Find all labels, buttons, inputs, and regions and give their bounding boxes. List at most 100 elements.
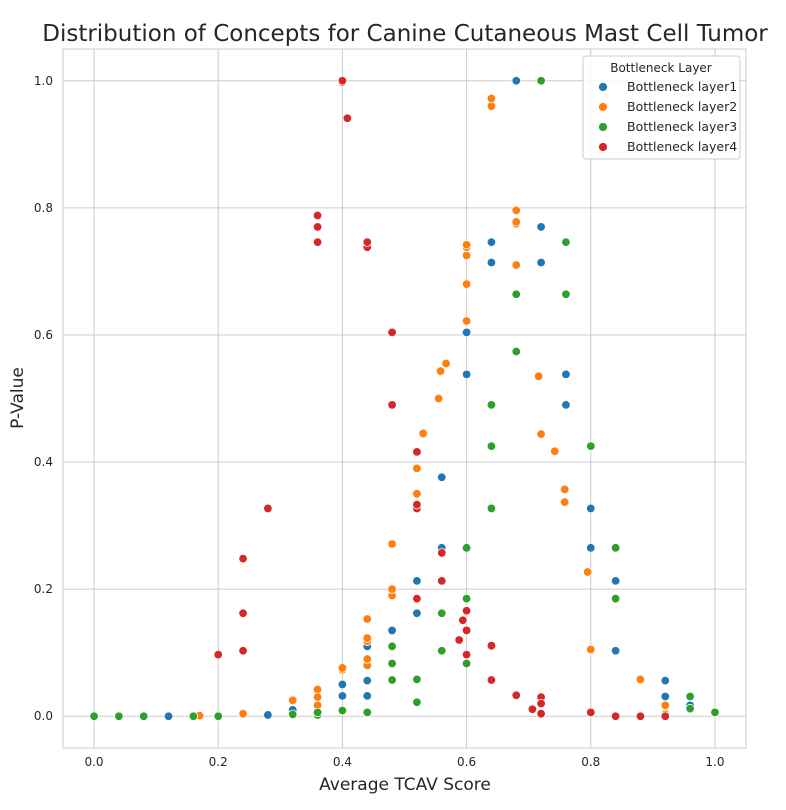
data-point bbox=[461, 327, 472, 338]
legend-entry: Bottleneck layer3 bbox=[627, 119, 737, 134]
x-axis-label: Average TCAV Score bbox=[319, 775, 491, 795]
data-point bbox=[486, 400, 497, 410]
series-4 bbox=[213, 76, 670, 721]
data-point bbox=[461, 316, 472, 326]
y-tick-labels: 0.0 0.2 0.4 0.6 0.8 1.0 bbox=[34, 74, 53, 723]
data-point bbox=[486, 257, 497, 268]
data-point bbox=[685, 691, 695, 702]
data-point bbox=[337, 679, 348, 690]
data-point bbox=[412, 608, 422, 618]
data-point bbox=[710, 707, 720, 718]
data-point bbox=[586, 503, 596, 514]
data-point bbox=[337, 663, 348, 673]
data-point bbox=[586, 644, 596, 655]
data-point bbox=[362, 707, 372, 718]
data-point bbox=[511, 346, 521, 357]
data-point bbox=[312, 707, 323, 718]
data-point bbox=[511, 260, 521, 270]
data-point bbox=[412, 593, 422, 604]
data-point bbox=[437, 548, 447, 558]
data-point bbox=[660, 675, 670, 686]
data-point bbox=[139, 711, 149, 721]
legend-title: Bottleneck Layer bbox=[610, 61, 712, 75]
data-point bbox=[387, 658, 397, 669]
data-point bbox=[188, 711, 199, 721]
legend-entry: Bottleneck layer2 bbox=[627, 99, 737, 114]
x-tick-label: 1.0 bbox=[705, 755, 724, 769]
data-point bbox=[458, 615, 468, 625]
data-point bbox=[511, 289, 521, 299]
data-point bbox=[342, 113, 353, 123]
data-point bbox=[412, 576, 422, 586]
data-point bbox=[486, 93, 497, 104]
y-tick-label: 0.4 bbox=[34, 455, 53, 469]
data-point bbox=[635, 711, 646, 721]
series-2 bbox=[194, 93, 670, 721]
data-point bbox=[461, 543, 472, 553]
data-point bbox=[536, 698, 546, 709]
data-point bbox=[312, 210, 323, 221]
data-point bbox=[362, 614, 372, 624]
data-point bbox=[536, 76, 546, 86]
data-point bbox=[362, 675, 372, 686]
data-point bbox=[461, 369, 472, 380]
legend-marker bbox=[598, 122, 608, 132]
data-point bbox=[312, 237, 323, 247]
data-point bbox=[412, 489, 422, 499]
data-point bbox=[437, 576, 447, 586]
data-point bbox=[610, 593, 621, 604]
legend-marker bbox=[598, 102, 608, 112]
data-point bbox=[238, 608, 248, 618]
plot-frame bbox=[62, 48, 747, 749]
data-point bbox=[536, 429, 546, 439]
data-point bbox=[238, 646, 248, 656]
data-point bbox=[536, 708, 546, 719]
data-point bbox=[387, 327, 397, 338]
data-point bbox=[511, 76, 521, 86]
data-point bbox=[582, 567, 593, 577]
data-point bbox=[559, 497, 570, 507]
data-point bbox=[561, 237, 571, 247]
y-tick-label: 0.8 bbox=[34, 201, 53, 215]
x-tick-label: 0.8 bbox=[581, 755, 600, 769]
data-point bbox=[561, 289, 571, 299]
data-point bbox=[437, 472, 447, 482]
legend-marker bbox=[598, 142, 608, 152]
x-tick-label: 0.4 bbox=[333, 755, 352, 769]
data-point bbox=[486, 675, 497, 685]
data-point bbox=[610, 576, 621, 586]
data-point bbox=[660, 691, 670, 702]
data-point bbox=[461, 649, 472, 660]
data-point bbox=[660, 700, 670, 711]
data-point bbox=[461, 593, 472, 604]
data-point bbox=[454, 635, 464, 645]
data-point bbox=[412, 463, 422, 474]
data-point bbox=[437, 608, 447, 618]
data-point bbox=[387, 641, 397, 652]
data-point bbox=[685, 703, 695, 714]
data-point bbox=[511, 690, 521, 700]
data-point bbox=[511, 205, 521, 216]
data-point bbox=[213, 649, 223, 660]
data-point bbox=[527, 704, 538, 714]
data-point bbox=[387, 675, 397, 685]
data-point bbox=[312, 692, 323, 702]
data-point bbox=[586, 707, 596, 718]
data-point bbox=[288, 695, 298, 706]
data-point bbox=[263, 710, 273, 720]
data-point bbox=[418, 428, 428, 439]
data-point bbox=[660, 711, 670, 721]
data-point bbox=[362, 237, 372, 247]
data-points bbox=[89, 76, 720, 721]
data-point bbox=[561, 400, 571, 410]
y-tick-label: 1.0 bbox=[34, 74, 53, 88]
data-point bbox=[163, 711, 174, 721]
legend-entry: Bottleneck layer4 bbox=[627, 139, 737, 154]
y-tick-label: 0.2 bbox=[34, 582, 53, 596]
data-point bbox=[238, 553, 248, 564]
x-tick-label: 0.2 bbox=[209, 755, 228, 769]
data-point bbox=[337, 691, 348, 701]
data-point bbox=[362, 654, 372, 664]
data-point bbox=[412, 447, 422, 457]
